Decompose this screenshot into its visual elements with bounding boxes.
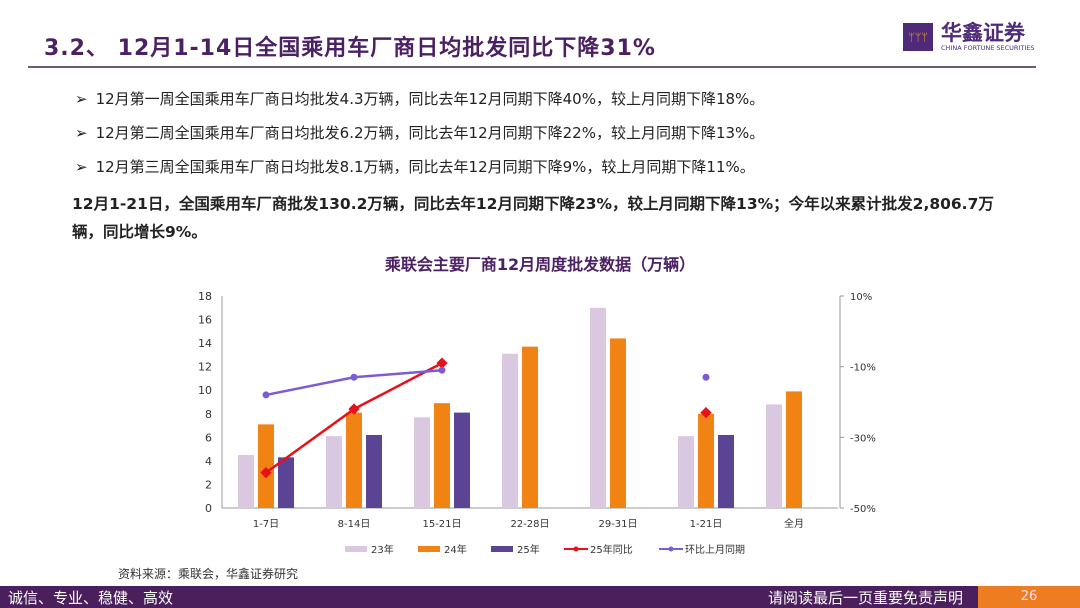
logo-cn: 华鑫证券 xyxy=(941,21,1025,45)
y-tick-label: 14 xyxy=(198,337,212,350)
legend-label: 23年 xyxy=(371,543,394,556)
marker-环比上月同期 xyxy=(702,373,710,381)
bar-25年 xyxy=(718,434,734,508)
bar-24年 xyxy=(698,413,714,508)
bar-23年 xyxy=(678,436,694,508)
page-number: 26 xyxy=(978,586,1080,608)
summary-paragraph: 12月1-21日，全国乘用车厂商批发130.2万辆，同比去年12月同期下降23%… xyxy=(72,195,994,241)
bullet-2: ➢ 12月第二周全国乘用车厂商日均批发6.2万辆，同比去年12月同期下降22%，较… xyxy=(75,122,764,143)
y-tick-label: 16 xyxy=(198,314,212,327)
y-tick-label: 18 xyxy=(198,290,212,303)
bullet-text: 12月第一周全国乘用车厂商日均批发4.3万辆，同比去年12月同期下降40%，较上… xyxy=(95,90,765,108)
legend-swatch xyxy=(491,546,513,552)
bar-23年 xyxy=(766,404,782,508)
bullet-1: ➢ 12月第一周全国乘用车厂商日均批发4.3万辆，同比去年12月同期下降40%，较… xyxy=(75,88,764,109)
x-tick-label: 1-21日 xyxy=(690,519,723,530)
bar-23年 xyxy=(238,455,254,508)
y-tick-label: 0 xyxy=(205,502,212,515)
line-环比上月同期 xyxy=(265,368,443,397)
x-tick-label: 22-28日 xyxy=(510,519,549,530)
bar-23年 xyxy=(326,436,342,508)
bullet-3: ➢ 12月第三周全国乘用车厂商日均批发8.1万辆，同比去年12月同期下降9%，较上… xyxy=(75,156,755,177)
y-tick-label: 10 xyxy=(198,384,212,397)
y2-tick-label: -30% xyxy=(850,433,876,444)
bar-24年 xyxy=(434,403,450,508)
title-divider xyxy=(28,66,1036,68)
footer-disclaimer: 请阅读最后一页重要免责声明 xyxy=(768,589,964,607)
arrow-icon: ➢ xyxy=(75,158,88,176)
chart-title: 乘联会主要厂商12月周度批发数据（万辆） xyxy=(384,255,696,274)
legend-swatch xyxy=(418,546,440,552)
bar-25年 xyxy=(278,457,294,508)
bar-25年 xyxy=(454,412,470,508)
arrow-icon: ➢ xyxy=(75,124,88,142)
company-logo: ᛘᛘᛘ 华鑫证券 CHINA FORTUNE SECURITIES xyxy=(903,22,1034,52)
arrow-icon: ➢ xyxy=(75,90,88,108)
bar-24年 xyxy=(258,424,274,508)
y-tick-label: 6 xyxy=(205,431,212,444)
x-tick-label: 8-14日 xyxy=(338,519,371,530)
bar-25年 xyxy=(366,434,382,508)
source-note: 资料来源：乘联会，华鑫证券研究 xyxy=(118,567,299,581)
x-tick-label: 全月 xyxy=(784,517,804,530)
legend-marker xyxy=(668,546,674,552)
legend-swatch xyxy=(345,546,367,552)
x-tick-label: 1-7日 xyxy=(253,519,279,530)
legend-label: 25年 xyxy=(517,543,540,556)
legend-marker xyxy=(573,546,579,552)
x-tick-label: 15-21日 xyxy=(422,519,461,530)
logo-en: CHINA FORTUNE SECURITIES xyxy=(941,44,1035,52)
page-title: 3.2、 12月1-14日全国乘用车厂商日均批发同比下降31% xyxy=(44,36,656,61)
bar-23年 xyxy=(590,307,606,508)
y2-tick-label: -10% xyxy=(850,363,876,374)
line-25年同比 xyxy=(265,362,443,474)
legend-label: 环比上月同期 xyxy=(685,544,745,556)
footer: 诚信、专业、稳健、高效 请阅读最后一页重要免责声明 26 xyxy=(0,586,1080,608)
y-tick-label: 4 xyxy=(205,455,212,468)
legend-label: 24年 xyxy=(444,543,467,556)
bullet-text: 12月第三周全国乘用车厂商日均批发8.1万辆，同比去年12月同期下降9%，较上月… xyxy=(95,158,755,176)
bar-23年 xyxy=(502,353,518,508)
bar-24年 xyxy=(346,412,362,508)
x-tick-label: 29-31日 xyxy=(598,519,637,530)
bar-24年 xyxy=(786,391,802,508)
bar-23年 xyxy=(414,417,430,508)
bar-24年 xyxy=(610,338,626,508)
y-tick-label: 12 xyxy=(198,361,212,374)
bullet-text: 12月第二周全国乘用车厂商日均批发6.2万辆，同比去年12月同期下降22%，较上… xyxy=(95,124,765,142)
y2-tick-label: -50% xyxy=(850,504,876,515)
legend-label: 25年同比 xyxy=(590,543,633,556)
marker-25年同比 xyxy=(700,406,712,419)
y2-tick-label: 10% xyxy=(850,292,872,303)
y-tick-label: 2 xyxy=(205,478,212,491)
logo-icon: ᛘᛘᛘ xyxy=(903,23,933,51)
bar-24年 xyxy=(522,346,538,508)
footer-motto: 诚信、专业、稳健、高效 xyxy=(8,589,174,607)
y-tick-label: 8 xyxy=(205,408,212,421)
